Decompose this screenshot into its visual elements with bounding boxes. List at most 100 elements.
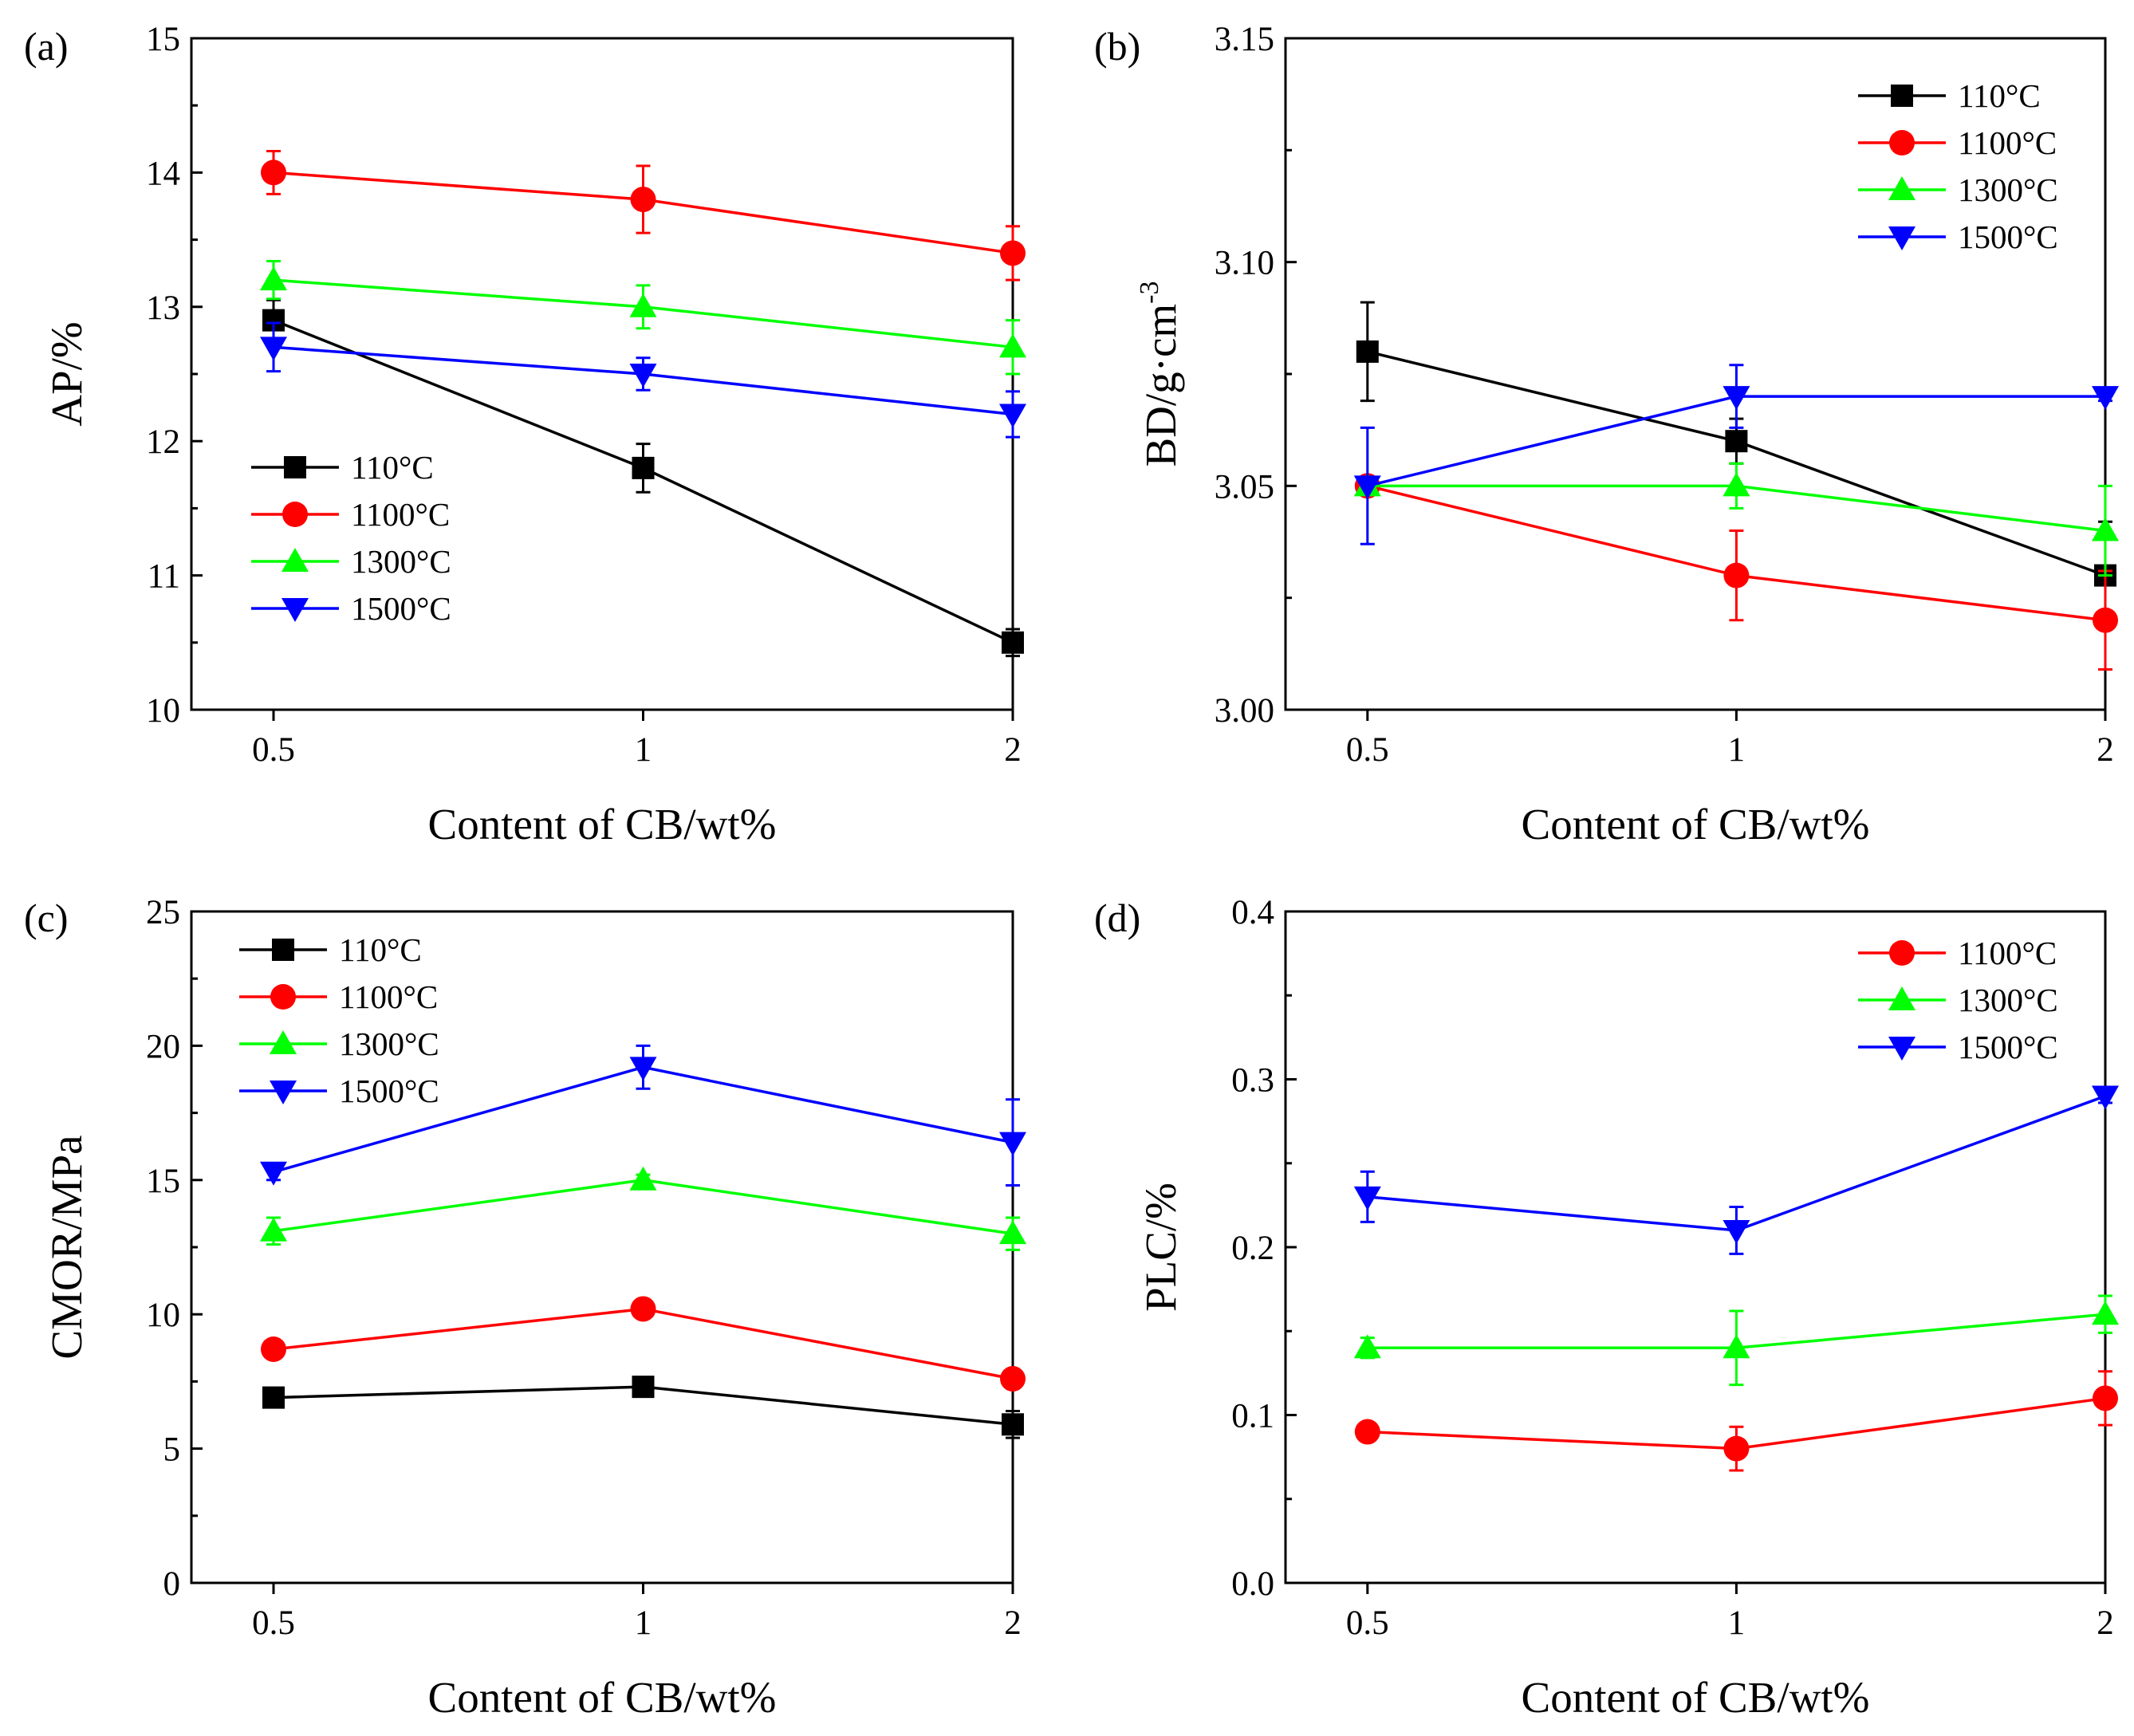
y-tick-label: 20 bbox=[146, 1028, 180, 1065]
data-point bbox=[1353, 1334, 1381, 1359]
data-point bbox=[1723, 1334, 1750, 1359]
legend-marker bbox=[1888, 226, 1915, 250]
data-point bbox=[1723, 1435, 1750, 1462]
x-axis-title: Content of CB/wt% bbox=[428, 800, 777, 848]
legend-label: 1500°C bbox=[339, 1073, 439, 1109]
data-point bbox=[2093, 607, 2118, 633]
data-point bbox=[632, 456, 655, 479]
panel-c: (c) 0 5 10 15 20 25 0.5 1 2 Content of CB/wt% CMOR/… bbox=[24, 894, 1026, 1722]
legend-label: 1100°C bbox=[339, 978, 438, 1015]
y-tick-label: 3.00 bbox=[1215, 692, 1274, 730]
data-point bbox=[2093, 1385, 2118, 1411]
legend-label: 1500°C bbox=[351, 590, 451, 627]
panel-label: (d) bbox=[1094, 896, 1140, 940]
x-tick-label: 0.5 bbox=[252, 1604, 295, 1642]
series-1100-c bbox=[261, 1296, 1026, 1392]
panel-d: (d) 0.0 0.1 0.2 0.3 0.4 0.5 1 2 Content of CB/wt%… bbox=[1094, 894, 2119, 1722]
legend-marker bbox=[1888, 176, 1915, 200]
legend-label: 1500°C bbox=[1958, 218, 2058, 255]
series-1300-c bbox=[260, 260, 1026, 376]
x-tick-label: 1 bbox=[635, 1604, 652, 1642]
legend-label: 1300°C bbox=[339, 1025, 439, 1062]
series-1500-c bbox=[260, 321, 1026, 439]
series-1500-c bbox=[1353, 1085, 2119, 1255]
x-tick-label: 0.5 bbox=[1346, 731, 1389, 769]
y-tick-label: 5 bbox=[163, 1431, 181, 1469]
data-point bbox=[999, 403, 1026, 428]
y-axis-title: PLC/% bbox=[1136, 1183, 1185, 1312]
panel-label: (a) bbox=[24, 24, 69, 69]
y-tick-label: 3.10 bbox=[1215, 245, 1274, 282]
y-tick-label: 15 bbox=[146, 21, 180, 58]
panel-label: (b) bbox=[1094, 24, 1140, 69]
y-tick-label: 11 bbox=[148, 558, 180, 596]
y-tick-label: 3.15 bbox=[1215, 21, 1274, 58]
data-point bbox=[2092, 1085, 2119, 1110]
y-tick-label: 15 bbox=[146, 1163, 180, 1200]
x-axis-title: Content of CB/wt% bbox=[1522, 800, 1870, 848]
series-1300-c bbox=[260, 1166, 1026, 1251]
legend-label: 1300°C bbox=[1958, 982, 2058, 1018]
y-tick-label: 0.4 bbox=[1231, 894, 1274, 931]
data-point bbox=[260, 1161, 287, 1186]
panel-b: (b) 3.00 3.05 3.10 3.15 0.5 1 2 Content of CB/wt… bbox=[1094, 21, 2119, 848]
y-tick-label: 25 bbox=[146, 894, 180, 931]
y-tick-label: 3.05 bbox=[1215, 468, 1274, 506]
data-point bbox=[630, 187, 656, 213]
data-point bbox=[262, 1386, 285, 1409]
panel-label: (c) bbox=[24, 896, 69, 940]
legend-label: 1500°C bbox=[1958, 1029, 2058, 1065]
data-point bbox=[1725, 430, 1748, 453]
legend-marker bbox=[1888, 1037, 1915, 1061]
data-point bbox=[629, 293, 657, 317]
data-point bbox=[1002, 1413, 1024, 1436]
y-tick-label: 13 bbox=[146, 289, 180, 327]
data-point bbox=[260, 266, 287, 291]
legend-marker bbox=[1888, 986, 1915, 1010]
data-point bbox=[260, 337, 287, 361]
legend: 110°C 1100°C 1300°C 1500°C bbox=[251, 449, 451, 627]
data-point bbox=[260, 1217, 287, 1242]
data-point bbox=[999, 1132, 1026, 1156]
data-point bbox=[1353, 1186, 1381, 1210]
x-tick-label: 1 bbox=[635, 731, 652, 769]
series-1500-c bbox=[1353, 364, 2119, 545]
data-point bbox=[1000, 1366, 1026, 1392]
legend-label: 1100°C bbox=[1958, 124, 2057, 161]
y-tick-label: 10 bbox=[146, 1297, 180, 1334]
legend-label: 1300°C bbox=[351, 543, 451, 580]
x-axis-title: Content of CB/wt% bbox=[428, 1673, 777, 1722]
legend-marker bbox=[282, 598, 309, 622]
legend: 110°C 1100°C 1300°C 1500°C bbox=[1858, 77, 2058, 255]
legend-marker bbox=[282, 502, 308, 527]
x-tick-label: 2 bbox=[1004, 731, 1022, 769]
y-axis-title: BD/g·cm-3 bbox=[1135, 281, 1185, 466]
data-point bbox=[2092, 386, 2119, 411]
y-tick-label: 14 bbox=[146, 155, 180, 192]
legend: 1100°C 1300°C 1500°C bbox=[1858, 935, 2058, 1065]
y-tick-label: 0 bbox=[163, 1565, 181, 1603]
legend-marker bbox=[272, 939, 294, 961]
x-tick-label: 2 bbox=[2097, 731, 2114, 769]
data-point bbox=[1000, 240, 1026, 266]
data-point bbox=[1353, 475, 1381, 500]
y-tick-label: 10 bbox=[146, 692, 180, 730]
data-point bbox=[630, 1296, 656, 1322]
data-point bbox=[261, 159, 286, 186]
data-point bbox=[261, 1336, 286, 1362]
series-1300-c bbox=[1353, 1294, 2119, 1387]
x-axis-title: Content of CB/wt% bbox=[1522, 1673, 1870, 1722]
y-axis-title: AP/% bbox=[42, 321, 91, 426]
series-110-c bbox=[262, 1376, 1024, 1439]
data-point bbox=[999, 1220, 1026, 1245]
data-point bbox=[1002, 631, 1024, 654]
y-axis-title-superscript: -3 bbox=[1135, 281, 1164, 303]
x-tick-label: 1 bbox=[1728, 731, 1746, 769]
data-point bbox=[2092, 1301, 2119, 1325]
x-tick-label: 0.5 bbox=[252, 731, 295, 769]
series-1500-c bbox=[260, 1044, 1026, 1187]
legend-marker bbox=[270, 1030, 297, 1054]
